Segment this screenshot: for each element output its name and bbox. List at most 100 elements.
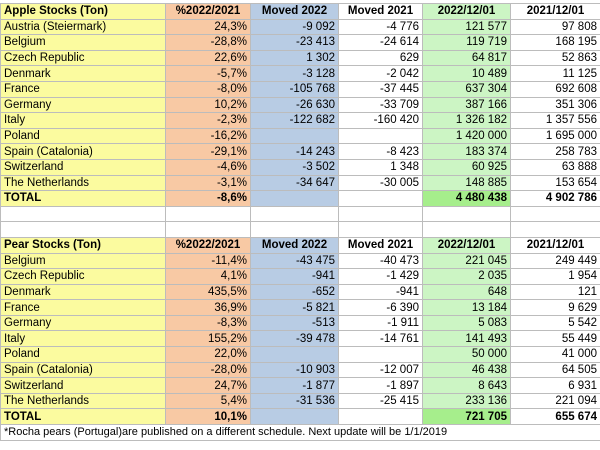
cell: Denmark xyxy=(0,283,166,301)
data-row: Italy -2,3% -122 682 -160 420 1 326 182 1 357… xyxy=(0,112,600,129)
cell: -5 821 xyxy=(250,299,339,316)
cell: -16,2% xyxy=(165,127,251,145)
cell: 10,1% xyxy=(165,408,251,426)
cell: 1 326 182 xyxy=(422,112,511,129)
data-row: France 36,9% -5 821 -6 390 13 184 9 629 xyxy=(0,299,600,316)
cell: 11 125 xyxy=(510,65,600,82)
data-row: Switzerland -4,6% -3 502 1 348 60 925 63 888 xyxy=(0,158,600,176)
cell: 22,6% xyxy=(165,49,251,67)
data-row: Spain (Catalonia) -29,1% -14 243 -8 423 183 … xyxy=(0,143,600,160)
data-row: Italy 155,2% -39 478 -14 761 141 493 55 449 xyxy=(0,330,600,348)
blank-row xyxy=(0,205,600,223)
cell: -4,6% xyxy=(165,158,251,176)
cell: 46 438 xyxy=(422,361,511,379)
cell: -3 128 xyxy=(250,65,339,82)
cell xyxy=(510,205,600,223)
cell: -2 042 xyxy=(338,65,423,82)
cell: 41 000 xyxy=(510,346,600,363)
cell: -8 423 xyxy=(338,143,423,160)
cell: -28,0% xyxy=(165,361,251,379)
cell xyxy=(422,221,511,238)
cell: 183 374 xyxy=(422,143,511,160)
cell: 2022/12/01 xyxy=(422,236,511,254)
cell: Czech Republic xyxy=(0,268,166,285)
cell: -1 429 xyxy=(338,268,423,285)
cell: -5,7% xyxy=(165,65,251,82)
cell: 52 863 xyxy=(510,49,600,67)
cell: 2021/12/01 xyxy=(510,3,600,20)
cell: 36,9% xyxy=(165,299,251,316)
cell: 13 184 xyxy=(422,299,511,316)
cell xyxy=(165,205,251,223)
cell: 5,4% xyxy=(165,392,251,410)
cell: -37 445 xyxy=(338,80,423,98)
cell: -3 502 xyxy=(250,158,339,176)
data-row: Switzerland 24,7% -1 877 -1 897 8 643 6 931 xyxy=(0,377,600,394)
cell: 60 925 xyxy=(422,158,511,176)
table-body: Apple Stocks (Ton) %2022/2021 Moved 2022 Mo… xyxy=(0,3,600,441)
data-row: Denmark -5,7% -3 128 -2 042 10 489 11 125 xyxy=(0,65,600,82)
cell: The Netherlands xyxy=(0,174,166,192)
cell: 1 357 556 xyxy=(510,112,600,129)
cell xyxy=(250,205,339,223)
cell: 121 577 xyxy=(422,18,511,36)
cell xyxy=(338,221,423,238)
cell: TOTAL xyxy=(0,190,166,207)
cell: -30 005 xyxy=(338,174,423,192)
cell: 692 608 xyxy=(510,80,600,98)
cell: 435,5% xyxy=(165,283,251,301)
cell xyxy=(250,190,339,207)
cell: 5 542 xyxy=(510,314,600,332)
cell: 148 885 xyxy=(422,174,511,192)
cell: 4 902 786 xyxy=(510,190,600,207)
data-row: France -8,0% -105 768 -37 445 637 304 692 608 xyxy=(0,80,600,98)
cell: 2021/12/01 xyxy=(510,236,600,254)
cell xyxy=(250,408,339,426)
cell: 6 931 xyxy=(510,377,600,394)
cell: 258 783 xyxy=(510,143,600,160)
cell: -8,0% xyxy=(165,80,251,98)
cell: Czech Republic xyxy=(0,49,166,67)
cell: Denmark xyxy=(0,65,166,82)
cell: 5 083 xyxy=(422,314,511,332)
cell: -12 007 xyxy=(338,361,423,379)
cell: -28,8% xyxy=(165,34,251,51)
data-row: Czech Republic 4,1% -941 -1 429 2 035 1 954 xyxy=(0,268,600,285)
cell: -652 xyxy=(250,283,339,301)
cell: France xyxy=(0,80,166,98)
data-row: The Netherlands -3,1% -34 647 -30 005 148 88… xyxy=(0,174,600,192)
cell: Moved 2022 xyxy=(250,236,339,254)
total-row: TOTAL -8,6% 4 480 438 4 902 786 xyxy=(0,190,600,207)
cell: -3,1% xyxy=(165,174,251,192)
data-row: Denmark 435,5% -652 -941 648 121 xyxy=(0,283,600,301)
cell: Italy xyxy=(0,330,166,348)
cell: -105 768 xyxy=(250,80,339,98)
cell: 387 166 xyxy=(422,96,511,114)
cell: -160 420 xyxy=(338,112,423,129)
spreadsheet: Apple Stocks (Ton) %2022/2021 Moved 2022 Mo… xyxy=(0,3,600,441)
cell: 2022/12/01 xyxy=(422,3,511,20)
cell: The Netherlands xyxy=(0,392,166,410)
cell: -2,3% xyxy=(165,112,251,129)
cell: 4,1% xyxy=(165,268,251,285)
cell: TOTAL xyxy=(0,408,166,426)
cell: 97 808 xyxy=(510,18,600,36)
cell: Germany xyxy=(0,314,166,332)
cell: 721 705 xyxy=(422,408,511,426)
cell: Italy xyxy=(0,112,166,129)
data-row: Czech Republic 22,6% 1 302 629 64 817 52 863 xyxy=(0,49,600,67)
footnote-row: *Rocha pears (Portugal)are published on … xyxy=(0,424,600,441)
cell: 655 674 xyxy=(510,408,600,426)
cell: 141 493 xyxy=(422,330,511,348)
cell: 55 449 xyxy=(510,330,600,348)
cell: -8,3% xyxy=(165,314,251,332)
cell: 10 489 xyxy=(422,65,511,82)
page: Apple Stocks (Ton) %2022/2021 Moved 2022 Mo… xyxy=(0,3,600,450)
data-row: Belgium -11,4% -43 475 -40 473 221 045 249 44… xyxy=(0,252,600,270)
cell: -1 897 xyxy=(338,377,423,394)
cell: 63 888 xyxy=(510,158,600,176)
cell: 22,0% xyxy=(165,346,251,363)
cell: Moved 2022 xyxy=(250,3,339,20)
cell: 1 695 000 xyxy=(510,127,600,145)
cell: 249 449 xyxy=(510,252,600,270)
